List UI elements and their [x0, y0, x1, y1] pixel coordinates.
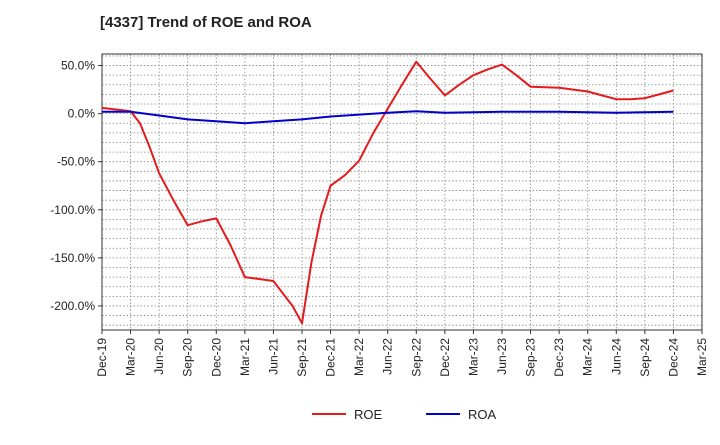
- legend: ROE ROA: [312, 407, 497, 422]
- series-line-roe: [101, 60, 674, 325]
- x-tick-label: Jun-23: [495, 338, 509, 375]
- x-tick-label: Sep-22: [409, 338, 423, 377]
- x-tick-label: Sep-20: [181, 338, 195, 377]
- x-tick-label: Dec-24: [666, 338, 680, 377]
- y-tick-label: -100.0%: [50, 203, 95, 217]
- plot-frame: [101, 53, 703, 331]
- x-tick-label: Dec-22: [438, 338, 452, 377]
- x-tick-label: Dec-19: [95, 338, 109, 377]
- y-tick-label: 0.0%: [68, 107, 96, 121]
- series-line-roa: [102, 110, 674, 125]
- x-tick-label: Mar-22: [352, 338, 366, 376]
- x-tick-label: Sep-21: [295, 338, 309, 377]
- y-tick-label: -150.0%: [50, 251, 95, 265]
- plot-area: [102, 54, 702, 330]
- x-tick-label: Sep-24: [638, 338, 652, 377]
- x-tick-label: Mar-24: [581, 338, 595, 376]
- x-tick-label: Mar-20: [124, 338, 138, 376]
- x-tick-label: Sep-23: [524, 338, 538, 377]
- x-tick-label: Mar-23: [466, 338, 480, 376]
- x-tick-label: Jun-22: [381, 338, 395, 375]
- x-tick-label: Jun-24: [609, 338, 623, 375]
- y-tick-label: 50.0%: [61, 59, 95, 73]
- x-tick-label: Dec-23: [552, 338, 566, 377]
- y-tick-label: -50.0%: [57, 155, 95, 169]
- x-tick-label: Jun-21: [266, 338, 280, 375]
- legend-label-roe: ROE: [354, 407, 383, 422]
- grid-lines: [101, 54, 703, 330]
- y-tick-label: -200.0%: [50, 299, 95, 313]
- legend-label-roa: ROA: [468, 407, 497, 422]
- x-tick-label: Mar-21: [238, 338, 252, 376]
- x-tick-label: Dec-20: [209, 338, 223, 377]
- x-tick-label: Dec-21: [324, 338, 338, 377]
- x-tick-label: Mar-25: [695, 338, 709, 376]
- x-tick-label: Jun-20: [152, 338, 166, 375]
- chart-title: [4337] Trend of ROE and ROA: [100, 14, 312, 31]
